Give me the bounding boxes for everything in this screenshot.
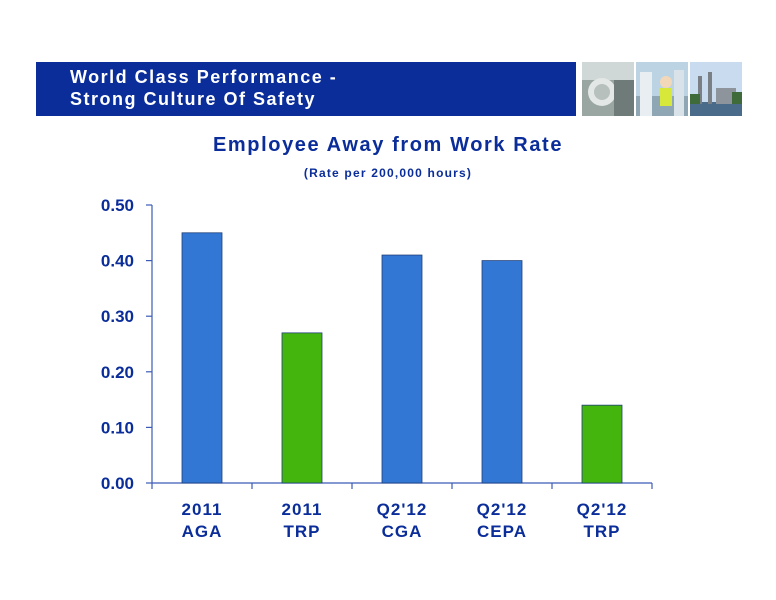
x-tick-label: 2011 [282,500,323,519]
y-tick-label: 0.00 [101,474,134,493]
pipeline-photo [582,62,634,116]
y-tick-label: 0.40 [101,252,134,271]
bar [481,260,523,484]
worker-photo [636,62,688,116]
header-bar [36,62,576,116]
x-tick-label: TRP [584,522,621,541]
bar [581,404,623,484]
x-tick-label: CGA [382,522,423,541]
y-tick-label: 0.10 [101,418,134,437]
bar [181,232,223,484]
x-tick-label: CEPA [477,522,527,541]
x-tick-label: TRP [284,522,321,541]
x-tick-label: Q2'12 [377,500,428,519]
x-tick-label: AGA [182,522,223,541]
header-photo-strip [582,62,742,116]
power-plant-photo [690,62,742,116]
chart-title: Employee Away from Work Rate [212,134,564,156]
y-tick-label: 0.20 [101,363,134,382]
x-tick-label: Q2'12 [477,500,528,519]
slide-title-line-2: Strong Culture Of Safety [70,89,317,109]
y-tick-label: 0.50 [101,196,134,215]
bar [281,332,323,484]
slide-title: World Class Performance - Strong Culture… [70,66,337,110]
chart-subtitle: (Rate per 200,000 hours) [303,166,473,180]
x-tick-label: 2011 [182,500,223,519]
bar [381,254,423,484]
slide-title-line-1: World Class Performance - [70,67,338,87]
x-tick-label: Q2'12 [577,500,628,519]
y-tick-label: 0.30 [101,307,134,326]
